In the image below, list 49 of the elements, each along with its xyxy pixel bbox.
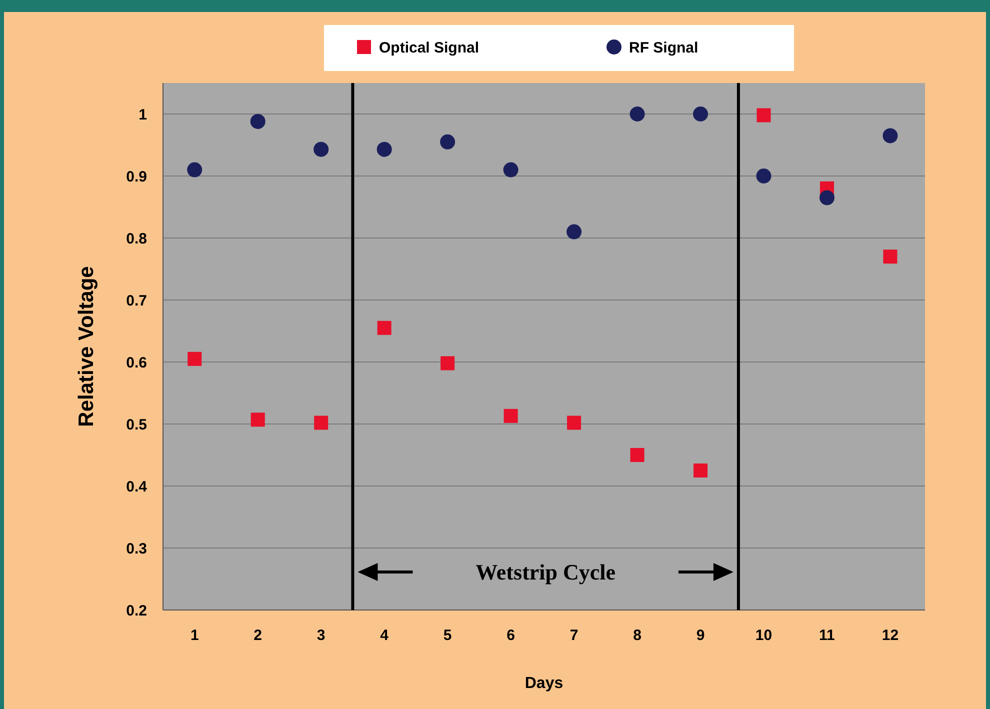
point [376,142,392,157]
y-tick-label: 0.8 [126,230,147,248]
point [187,162,202,178]
legend-label: RF Signal [629,39,698,56]
x-tick-label: 3 [316,627,326,644]
x-tick-label: 2 [254,627,262,644]
x-tick-label: 5 [443,627,452,644]
point [188,352,202,366]
y-tick-label: 0.7 [126,292,147,310]
point [630,448,644,462]
x-tick-label: 4 [380,627,390,644]
y-tick-label: 0.3 [126,540,147,558]
x-tick-label: 11 [819,627,835,644]
point [566,224,582,240]
x-tick-label: 6 [506,627,515,644]
point [377,320,392,335]
annotation: Wetstrip Cycle [476,560,616,585]
x-tick-label: 12 [882,627,899,644]
y-tick-label: 0.4 [126,478,148,496]
y-tick-label: 0.5 [126,416,147,434]
point [756,108,771,122]
point [503,162,518,178]
point [883,250,898,264]
x-tick-label: 10 [755,627,772,644]
x-axis-title: Days [524,675,564,692]
point [314,142,329,157]
point [440,134,456,150]
point [567,416,582,430]
x-tick-label: 9 [696,627,705,644]
y-tick-label: 0.6 [126,354,147,372]
point [882,128,898,144]
x-tick-label: 7 [570,627,578,644]
y-tick-label: 0.9 [126,168,147,186]
point [693,106,708,122]
y-tick-label: 0.2 [126,602,147,620]
x-tick-label: 1 [190,627,199,644]
legend-label: Optical Signal [379,39,480,56]
point [630,106,645,122]
point [314,416,328,430]
point [756,168,772,184]
point [504,408,518,423]
x-tick-label: 8 [633,627,642,644]
point [819,190,834,206]
point [250,412,265,427]
point [250,114,266,129]
y-axis-title: Relative Voltage [75,266,98,427]
point [440,356,455,370]
y-tick-label: 1 [138,106,147,124]
point [694,464,708,478]
